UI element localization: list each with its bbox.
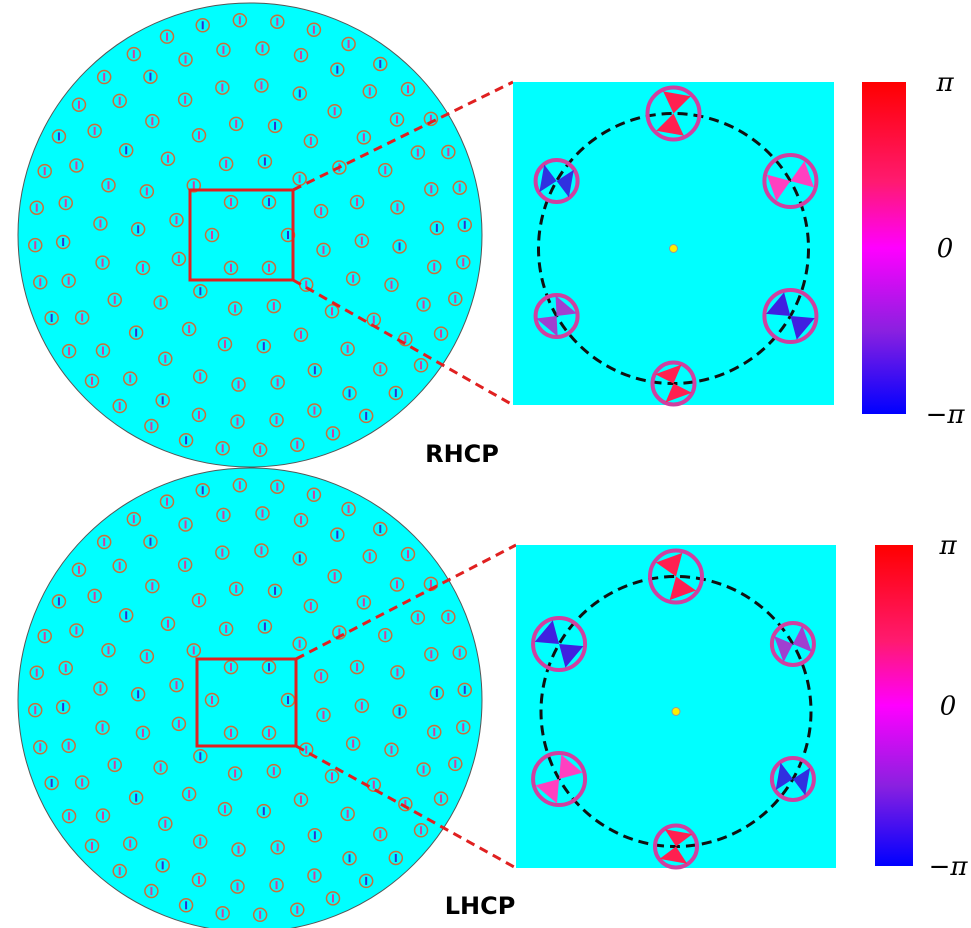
metasurface (18, 468, 482, 928)
colorbar (862, 82, 906, 414)
colorbar-label: π (938, 531, 957, 561)
panel-label: RHCP (425, 440, 499, 468)
colorbar-label: −π (926, 400, 966, 430)
colorbar-label: 0 (937, 234, 954, 264)
metasurface (18, 3, 482, 467)
center (672, 708, 680, 716)
colorbar-label: π (935, 68, 954, 98)
colorbar (875, 545, 913, 866)
colorbar-label: 0 (940, 692, 957, 722)
figure: π 0 −π RHCP π 0 −π LHCP (0, 0, 971, 928)
center (670, 245, 678, 253)
panel-label: LHCP (445, 892, 516, 920)
colorbar-label: −π (929, 852, 969, 882)
